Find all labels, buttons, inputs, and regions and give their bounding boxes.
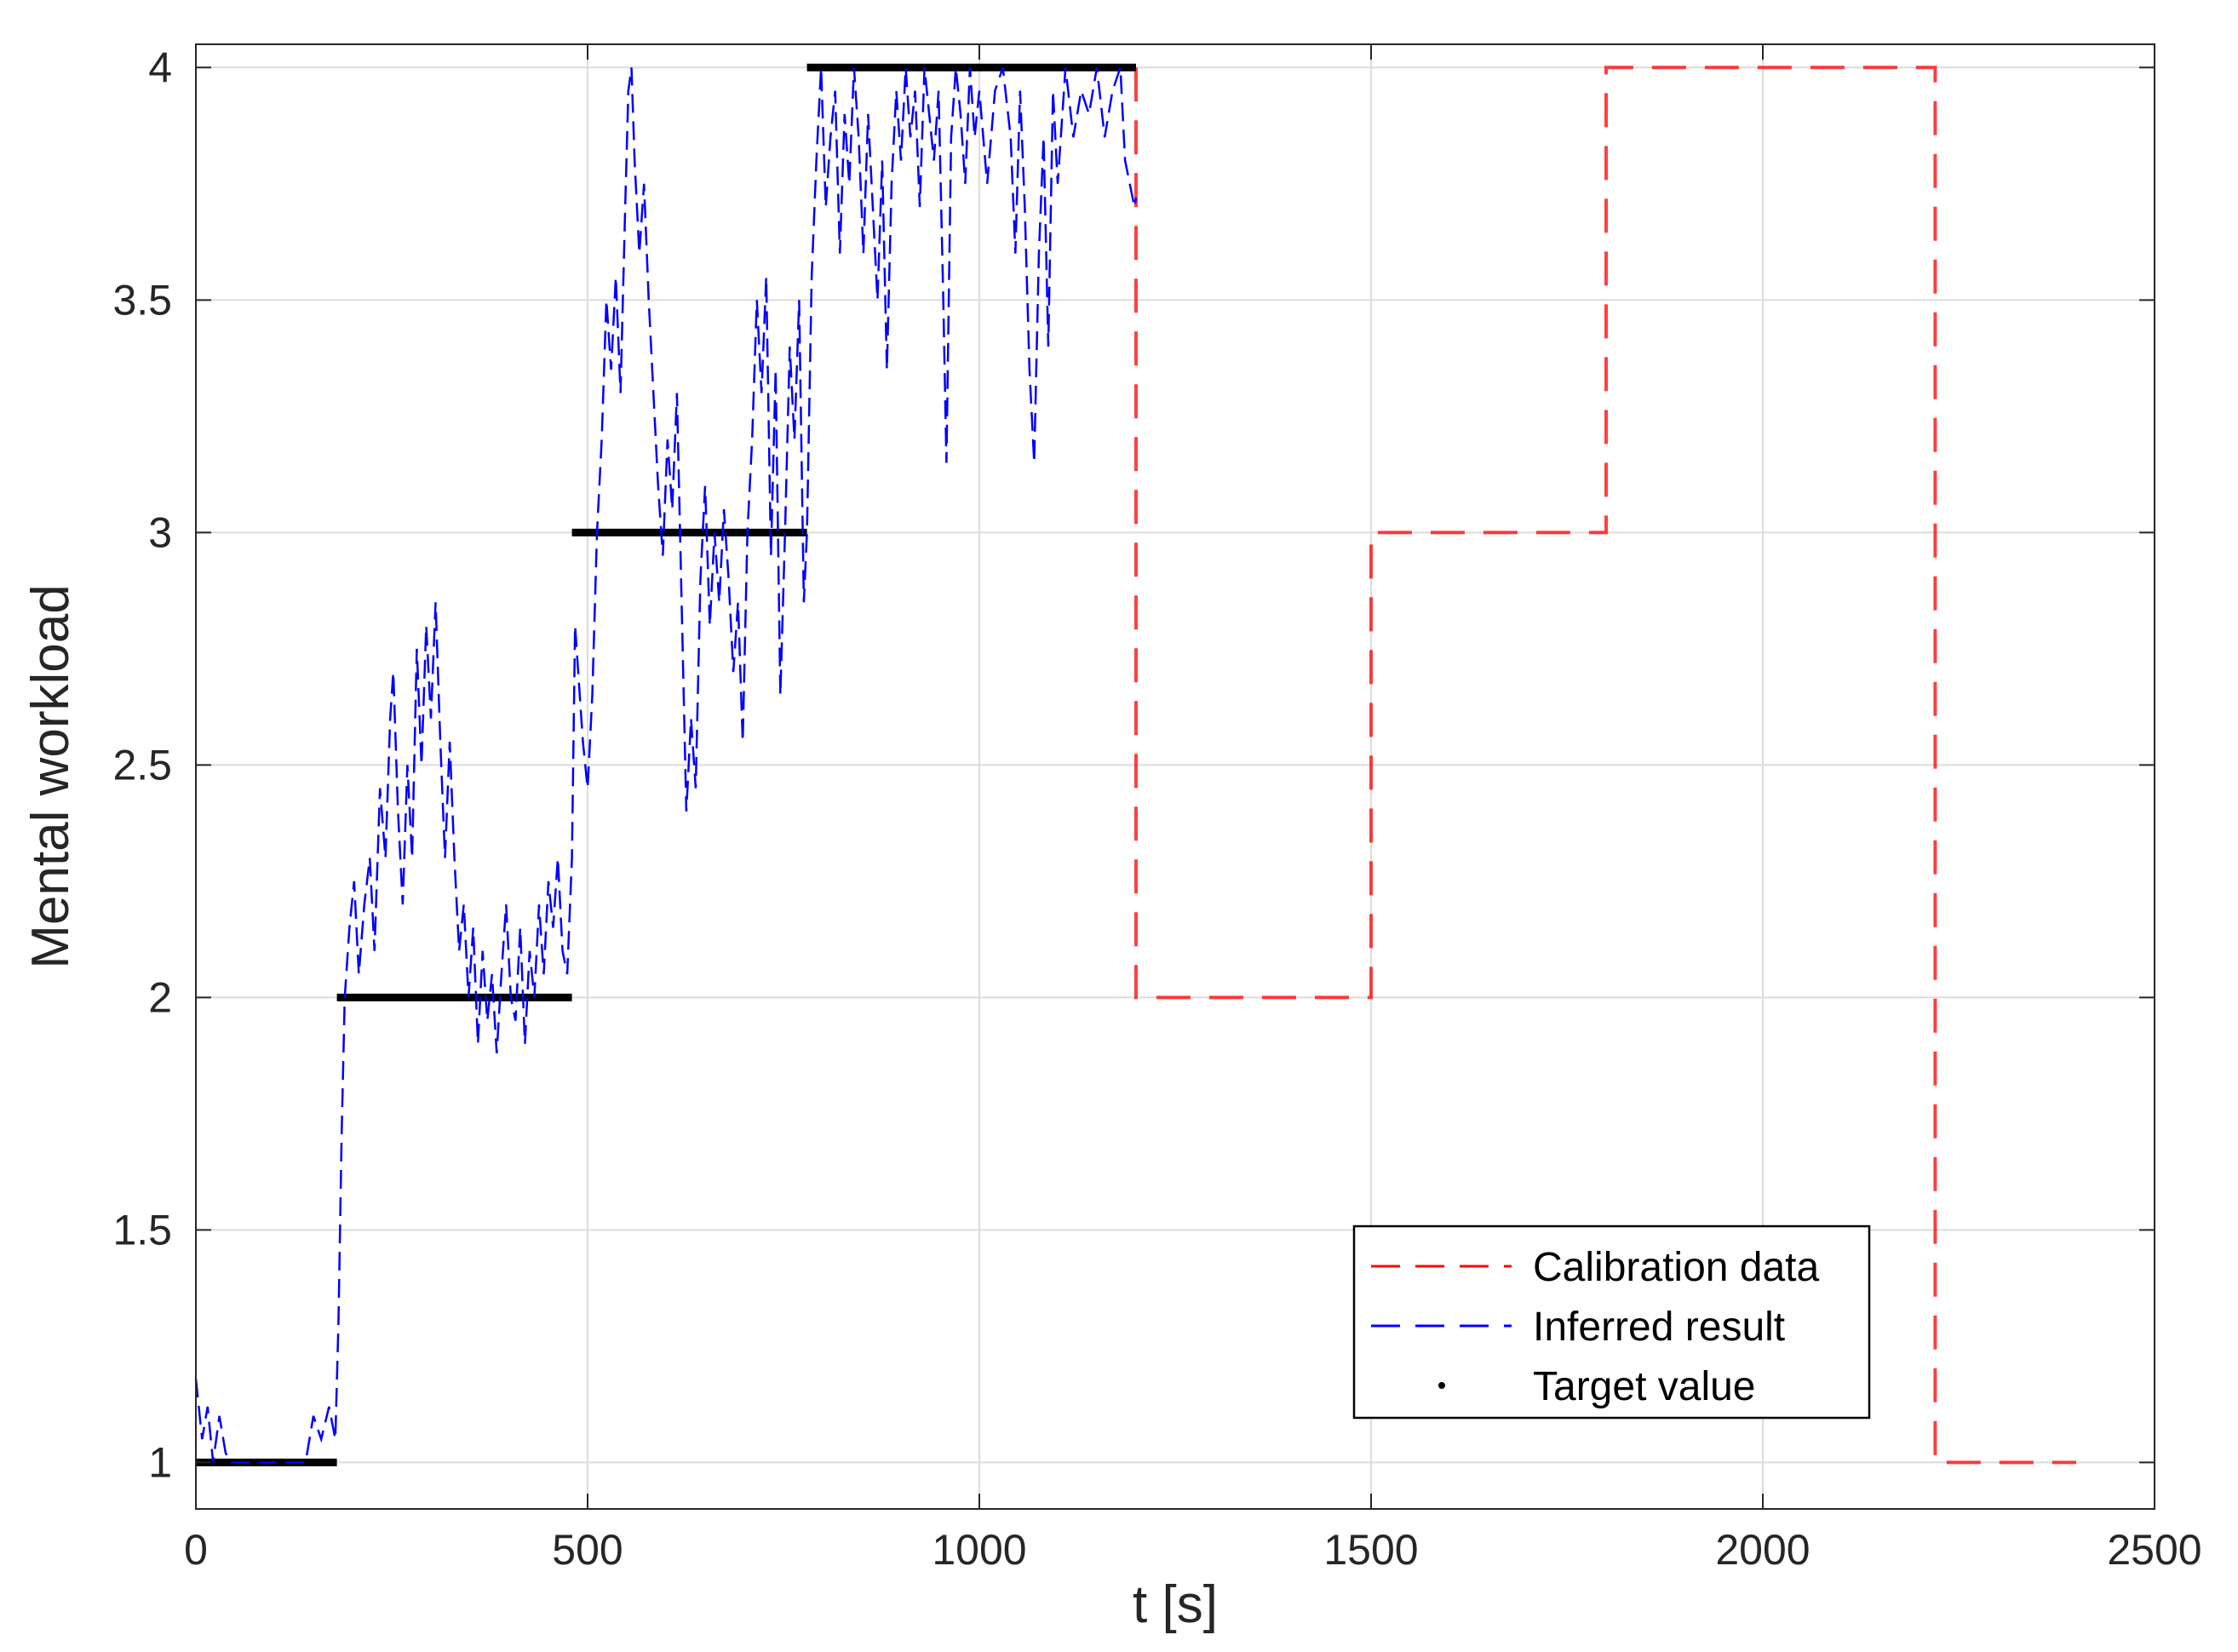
ticks: 0 500 1000 1500 2000 2500 1 1.5 2 2.5 3 3.5 4 (112, 43, 2201, 1574)
legend: Calibration data Inferred result Target … (1352, 1225, 1871, 1420)
x-tick-label: 500 (552, 1526, 623, 1574)
y-tick-label: 4 (148, 43, 172, 91)
x-tick-label: 2500 (2107, 1526, 2201, 1574)
y-tick-label: 3 (148, 508, 172, 556)
legend-label-calibration-data: Calibration data (1533, 1245, 1820, 1290)
y-tick-label: 2 (148, 973, 172, 1021)
series-calibration-data-line (1134, 66, 2076, 1465)
legend-label-target-value: Target value (1533, 1364, 1756, 1409)
x-tick-label: 0 (184, 1526, 208, 1574)
x-tick-label: 1000 (932, 1526, 1026, 1574)
x-axis-label: t [s] (1133, 1575, 1218, 1634)
y-tick-label: 1 (148, 1438, 172, 1486)
x-tick-label: 1500 (1323, 1526, 1418, 1574)
y-axis-label: Mental workload (21, 584, 80, 968)
legend-label-inferred-result: Inferred result (1533, 1305, 1785, 1350)
y-tick-label: 2.5 (112, 741, 172, 789)
data-layer (194, 63, 2076, 1466)
x-tick-label: 2000 (1715, 1526, 1810, 1574)
plot-frame (195, 43, 2155, 1510)
y-tick-label: 3.5 (112, 276, 172, 324)
series-inferred-result-line (194, 66, 1138, 1464)
y-tick-label: 1.5 (112, 1206, 172, 1253)
legend-swatch-target-value (1438, 1382, 1445, 1389)
